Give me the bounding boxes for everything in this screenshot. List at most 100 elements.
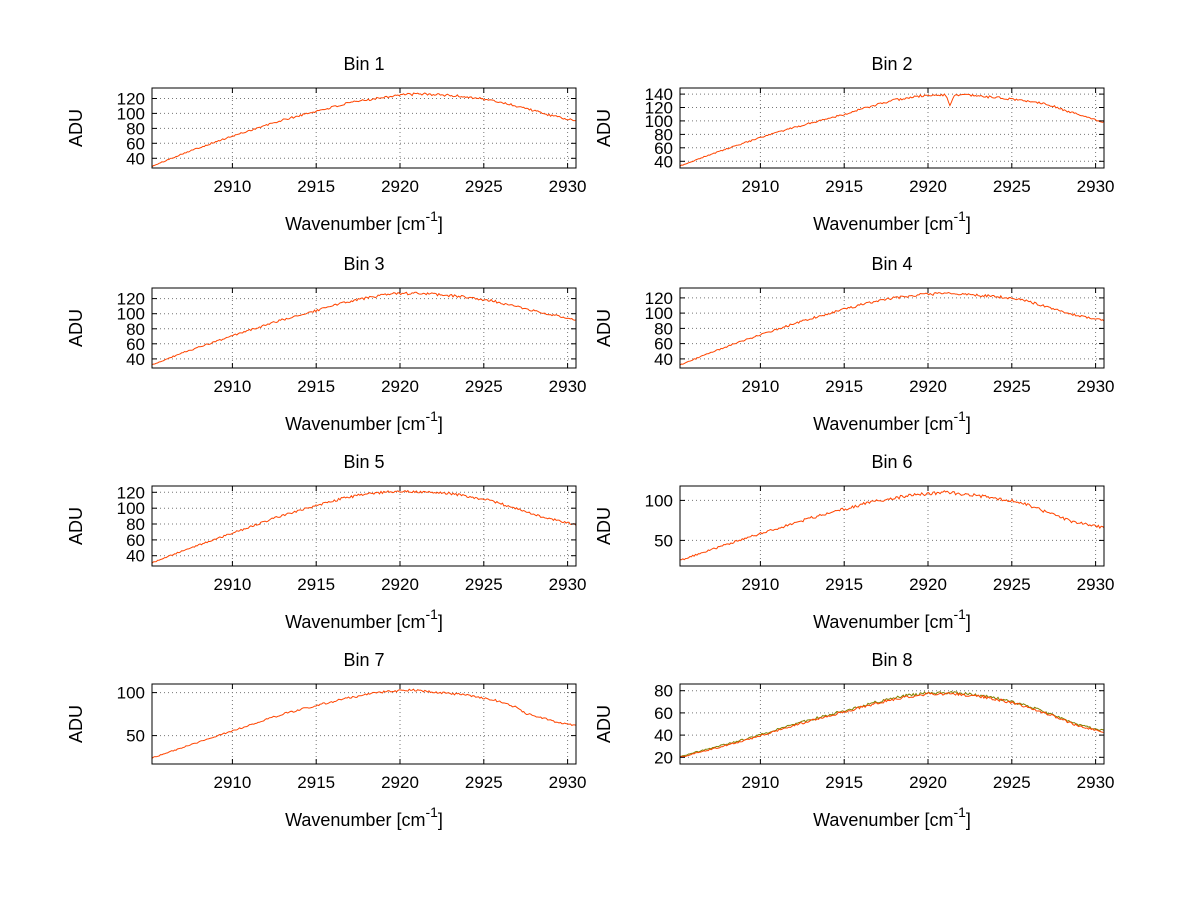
x-tick-label: 2910 bbox=[213, 773, 251, 792]
axis-box bbox=[151, 683, 577, 765]
axis-box bbox=[151, 287, 577, 369]
x-tick-label: 2925 bbox=[465, 575, 503, 594]
x-tick-label: 2925 bbox=[993, 377, 1031, 396]
x-axis-label: Wavenumber [cm-1] bbox=[813, 208, 971, 234]
subplot-bin-7: 2910 2915 2920 2925 2930 50 100 Bin 7 ADU Wavenum… bbox=[52, 646, 591, 847]
plot-title: Bin 4 bbox=[871, 254, 912, 274]
spectrum-line bbox=[151, 688, 577, 759]
y-tick-label: 80 bbox=[126, 320, 145, 339]
spectrum-line bbox=[151, 291, 577, 365]
chart-svg: 2910 2915 2920 2925 2930 50 100 Bin 7 ADU Wavenum… bbox=[66, 650, 587, 830]
y-tick-label: 50 bbox=[126, 727, 145, 746]
x-tick-label: 2915 bbox=[297, 773, 335, 792]
x-axis-label: Wavenumber [cm-1] bbox=[285, 408, 443, 434]
y-tick-label: 40 bbox=[126, 547, 145, 566]
y-tick-label: 60 bbox=[126, 531, 145, 550]
x-tick-label: 2920 bbox=[909, 575, 947, 594]
x-axis-label: Wavenumber [cm-1] bbox=[813, 804, 971, 830]
y-tick-label: 120 bbox=[117, 483, 145, 502]
axis-box bbox=[679, 87, 1105, 169]
x-tick-label: 2910 bbox=[213, 377, 251, 396]
x-tick-label: 2915 bbox=[297, 377, 335, 396]
y-tick-label: 100 bbox=[645, 112, 673, 131]
x-tick-label: 2925 bbox=[993, 575, 1031, 594]
x-tick-label: 2930 bbox=[549, 177, 587, 196]
x-tick-label: 2910 bbox=[741, 377, 779, 396]
subplot-bin-6: 2910 2915 2920 2925 2930 50 100 Bin 6 ADU Wavenum… bbox=[580, 448, 1119, 649]
x-tick-label: 2930 bbox=[1077, 177, 1115, 196]
y-tick-label: 120 bbox=[645, 99, 673, 118]
spectrum-secondary-line bbox=[679, 690, 1105, 757]
y-tick-label: 40 bbox=[654, 350, 673, 369]
x-tick-label: 2910 bbox=[213, 177, 251, 196]
axis-box bbox=[151, 485, 577, 567]
x-tick-label: 2930 bbox=[1077, 377, 1115, 396]
plot-title: Bin 2 bbox=[871, 54, 912, 74]
x-tick-label: 2910 bbox=[741, 177, 779, 196]
x-tick-label: 2930 bbox=[1077, 773, 1115, 792]
y-tick-label: 40 bbox=[126, 350, 145, 369]
x-tick-label: 2925 bbox=[465, 177, 503, 196]
x-tick-label: 2920 bbox=[381, 575, 419, 594]
subplot-bin-1: 2910 2915 2920 2925 2930 40 60 80 100 120 Bin 1 ADU… bbox=[52, 50, 591, 251]
x-tick-label: 2915 bbox=[825, 377, 863, 396]
x-tick-label: 2920 bbox=[381, 177, 419, 196]
spectrum-line bbox=[679, 490, 1105, 561]
y-tick-label: 80 bbox=[126, 119, 145, 138]
plot-title: Bin 6 bbox=[871, 452, 912, 472]
subplot-bin-2: 2910 2915 2920 2925 2930 40 60 80 100 120 140 Bin 2… bbox=[580, 50, 1119, 251]
spectrum-line bbox=[151, 489, 577, 564]
y-tick-label: 60 bbox=[126, 134, 145, 153]
y-tick-label: 100 bbox=[117, 104, 145, 123]
y-tick-label: 140 bbox=[645, 85, 673, 104]
y-tick-label: 100 bbox=[645, 491, 673, 510]
y-tick-label: 120 bbox=[117, 290, 145, 309]
plot-title: Bin 8 bbox=[871, 650, 912, 670]
x-tick-label: 2910 bbox=[213, 575, 251, 594]
y-tick-label: 80 bbox=[654, 125, 673, 144]
x-tick-label: 2925 bbox=[465, 377, 503, 396]
x-tick-label: 2920 bbox=[381, 377, 419, 396]
y-axis-label: ADU bbox=[594, 109, 614, 147]
y-tick-label: 80 bbox=[654, 319, 673, 338]
y-axis-label: ADU bbox=[594, 705, 614, 743]
y-tick-label: 100 bbox=[117, 684, 145, 703]
y-tick-label: 120 bbox=[117, 90, 145, 109]
y-tick-label: 60 bbox=[654, 335, 673, 354]
x-tick-label: 2910 bbox=[741, 773, 779, 792]
spectrum-line bbox=[679, 692, 1105, 758]
subplot-bin-5: 2910 2915 2920 2925 2930 40 60 80 100 120 Bin 5 ADU… bbox=[52, 448, 591, 649]
x-tick-label: 2920 bbox=[909, 377, 947, 396]
y-tick-label: 80 bbox=[654, 682, 673, 701]
x-tick-label: 2930 bbox=[549, 773, 587, 792]
plot-title: Bin 3 bbox=[343, 254, 384, 274]
y-axis-label: ADU bbox=[66, 705, 86, 743]
x-axis-label: Wavenumber [cm-1] bbox=[285, 804, 443, 830]
y-tick-label: 60 bbox=[654, 139, 673, 158]
y-axis-label: ADU bbox=[66, 109, 86, 147]
subplot-bin-3: 2910 2915 2920 2925 2930 40 60 80 100 120 Bin 3 ADU… bbox=[52, 250, 591, 451]
y-tick-label: 120 bbox=[645, 289, 673, 308]
y-tick-label: 100 bbox=[645, 304, 673, 323]
x-tick-label: 2915 bbox=[297, 575, 335, 594]
subplot-bin-4: 2910 2915 2920 2925 2930 40 60 80 100 120 Bin 4 ADU… bbox=[580, 250, 1119, 451]
x-tick-label: 2910 bbox=[741, 575, 779, 594]
x-tick-label: 2925 bbox=[993, 177, 1031, 196]
y-axis-label: ADU bbox=[594, 507, 614, 545]
y-tick-label: 100 bbox=[117, 499, 145, 518]
y-axis-label: ADU bbox=[594, 309, 614, 347]
x-tick-label: 2930 bbox=[549, 377, 587, 396]
plot-title: Bin 7 bbox=[343, 650, 384, 670]
x-axis-label: Wavenumber [cm-1] bbox=[813, 606, 971, 632]
subplot-bin-8: 2910 2915 2920 2925 2930 20 40 60 80 Bin 8 ADU Wave… bbox=[580, 646, 1119, 847]
plot-title: Bin 5 bbox=[343, 452, 384, 472]
x-tick-label: 2925 bbox=[993, 773, 1031, 792]
axis-box bbox=[679, 485, 1105, 567]
x-axis-label: Wavenumber [cm-1] bbox=[285, 606, 443, 632]
x-tick-label: 2915 bbox=[825, 575, 863, 594]
